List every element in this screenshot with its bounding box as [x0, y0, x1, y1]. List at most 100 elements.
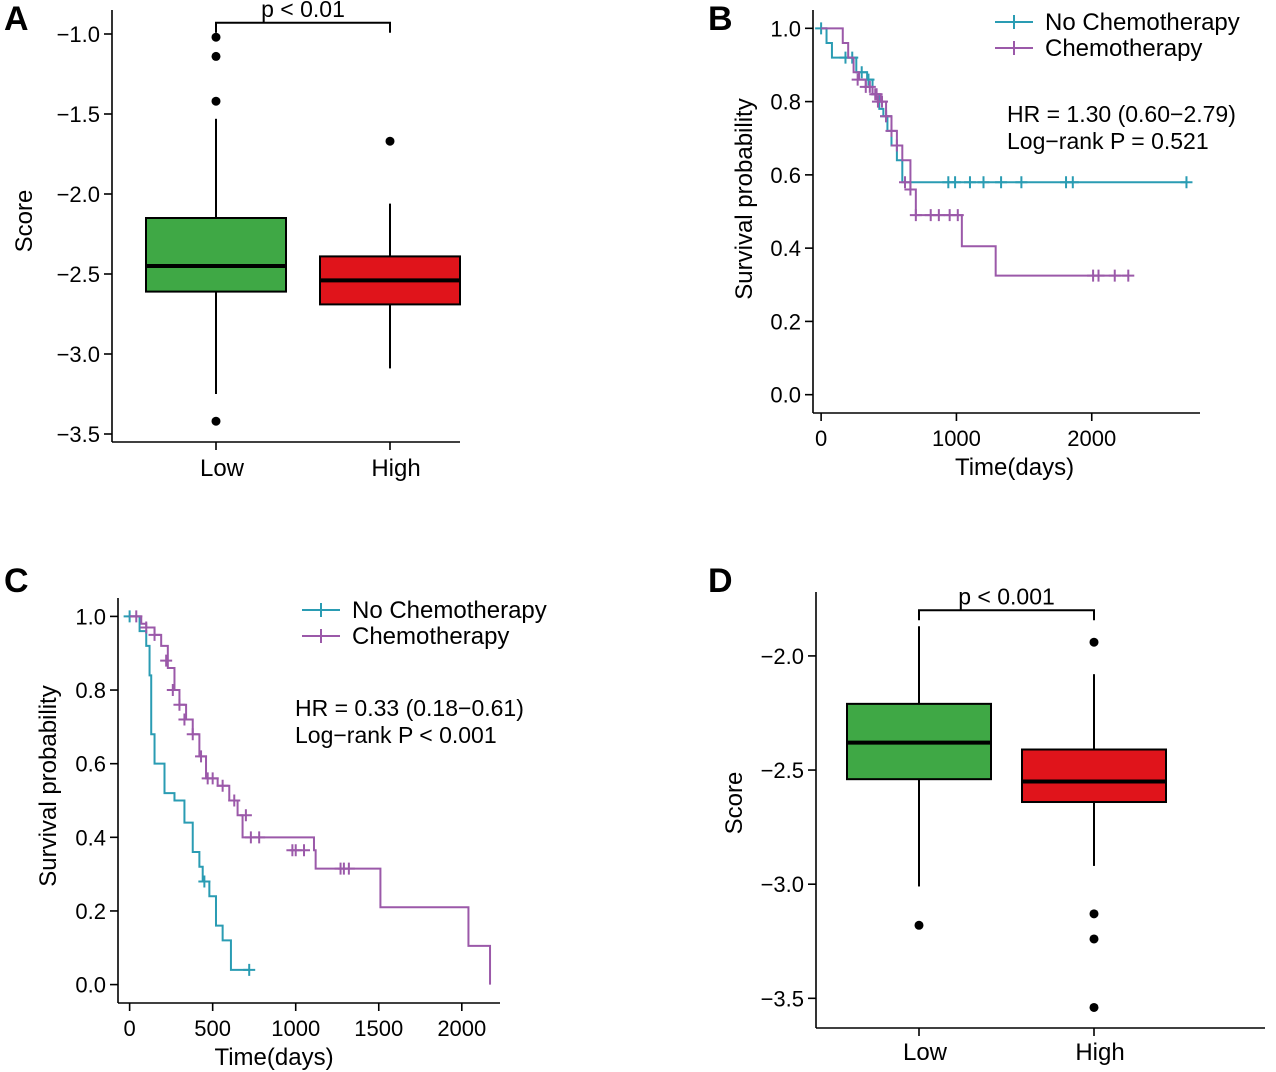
- x-tick-label: 2000: [437, 1016, 486, 1041]
- outlier-point: [1089, 934, 1099, 944]
- y-tick-label: 0.2: [75, 899, 106, 924]
- censor-mark: [186, 728, 199, 741]
- censor-mark: [253, 831, 266, 844]
- outlier-point: [211, 32, 221, 42]
- censor-mark: [298, 844, 311, 857]
- censor-mark: [195, 750, 208, 763]
- legend-swatch: [995, 41, 1033, 55]
- censor-mark: [977, 176, 990, 189]
- outlier-point: [211, 416, 221, 426]
- x-tick-label: 1000: [271, 1016, 320, 1041]
- censor-mark: [1180, 176, 1193, 189]
- series-chemotherapy: [821, 27, 1135, 282]
- y-axis-title: Score: [721, 772, 748, 835]
- significance-bracket: p < 0.001: [918, 583, 1095, 621]
- legend-item: No Chemotherapy: [302, 597, 547, 624]
- outlier-point: [1089, 909, 1099, 919]
- y-tick-label: −1.0: [57, 22, 100, 47]
- censor-mark: [951, 209, 964, 222]
- box-iqr: [1021, 748, 1167, 804]
- y-tick-label: 0.6: [770, 163, 801, 188]
- censor-mark: [949, 176, 962, 189]
- legend-label: No Chemotherapy: [352, 597, 547, 624]
- y-tick-label: 1.0: [770, 16, 801, 41]
- x-axis-title: Time(days): [214, 1044, 333, 1071]
- y-tick-label: −3.0: [761, 872, 804, 897]
- censor-mark: [863, 80, 876, 93]
- box-high: High: [319, 136, 461, 482]
- box-low: Low: [145, 32, 287, 482]
- censor-mark: [851, 73, 864, 86]
- box-iqr: [145, 217, 287, 293]
- x-tick-label: 1500: [354, 1016, 403, 1041]
- legend-item: Chemotherapy: [995, 35, 1202, 62]
- panel-d: D −2.0 −2.5 −3.0 −3.5 Score Low High p < 0.001: [708, 562, 1265, 1066]
- bracket-line: [918, 609, 1095, 621]
- box-low: Low: [846, 626, 992, 1066]
- y-tick-label: −3.0: [57, 342, 100, 367]
- panel-label: C: [4, 562, 29, 600]
- censor-mark: [876, 95, 889, 108]
- x-axis-title: Time(days): [955, 454, 1074, 481]
- series-chemotherapy: [129, 610, 492, 985]
- censor-mark: [206, 772, 219, 785]
- x-tick-label: 500: [194, 1016, 231, 1041]
- y-tick-label: 0.4: [770, 236, 801, 261]
- y-tick-label: −3.5: [761, 986, 804, 1011]
- censor-mark: [130, 610, 143, 623]
- y-tick-label: 0.8: [770, 90, 801, 115]
- legend-swatch: [302, 629, 340, 643]
- y-axis-title: Survival probability: [731, 98, 758, 299]
- y-axis-title: Score: [11, 190, 38, 253]
- significance-bracket: p < 0.01: [215, 0, 391, 33]
- censor-mark: [885, 124, 898, 137]
- outlier-point: [211, 96, 221, 106]
- censor-mark: [963, 176, 976, 189]
- category-label: High: [371, 455, 420, 482]
- y-tick-label: −2.0: [57, 182, 100, 207]
- censor-mark: [148, 628, 161, 641]
- y-tick-label: 1.0: [75, 604, 106, 629]
- series-no-chemotherapy: [123, 610, 256, 976]
- outlier-point: [914, 920, 924, 930]
- outlier-point: [385, 136, 395, 146]
- category-label: Low: [903, 1039, 948, 1066]
- legend-label: Chemotherapy: [1045, 35, 1202, 62]
- censor-mark: [178, 713, 191, 726]
- censor-mark: [342, 862, 355, 875]
- log-rank-text: Log−rank P = 0.521: [1007, 128, 1209, 154]
- y-tick-label: −2.5: [57, 262, 100, 287]
- legend-swatch: [302, 603, 340, 617]
- censor-mark: [899, 176, 912, 189]
- y-tick-label: 0.6: [75, 752, 106, 777]
- hazard-ratio-text: HR = 1.30 (0.60−2.79): [1007, 101, 1236, 127]
- legend-label: No Chemotherapy: [1045, 9, 1240, 36]
- y-tick-label: 0.0: [770, 383, 801, 408]
- censor-mark: [909, 209, 922, 222]
- censor-mark: [1122, 269, 1135, 282]
- censor-mark: [890, 139, 903, 152]
- log-rank-text: Log−rank P < 0.001: [295, 722, 497, 748]
- censor-mark: [228, 794, 241, 807]
- censor-mark: [216, 779, 229, 792]
- legend-item: No Chemotherapy: [995, 9, 1240, 36]
- censor-mark: [1092, 269, 1105, 282]
- y-tick-label: 0.4: [75, 825, 106, 850]
- censor-mark: [1015, 176, 1028, 189]
- p-value-label: p < 0.001: [958, 583, 1055, 609]
- x-tick-label: 0: [815, 426, 827, 451]
- y-tick-label: −1.5: [57, 102, 100, 127]
- censor-mark: [995, 176, 1008, 189]
- y-tick-label: −2.0: [761, 644, 804, 669]
- y-tick-label: 0.2: [770, 309, 801, 334]
- hr-annotation: HR = 1.30 (0.60−2.79)Log−rank P = 0.521: [1007, 101, 1236, 154]
- panel-a: A −1.0 −1.5 −2.0 −2.5 −3.0 −3.5 Score Low High p <…: [4, 0, 461, 482]
- survival-curve: [129, 615, 250, 971]
- legend-swatch: [995, 15, 1033, 29]
- legend-label: Chemotherapy: [352, 623, 509, 650]
- category-label: Low: [200, 455, 245, 482]
- y-tick-label: −2.5: [761, 758, 804, 783]
